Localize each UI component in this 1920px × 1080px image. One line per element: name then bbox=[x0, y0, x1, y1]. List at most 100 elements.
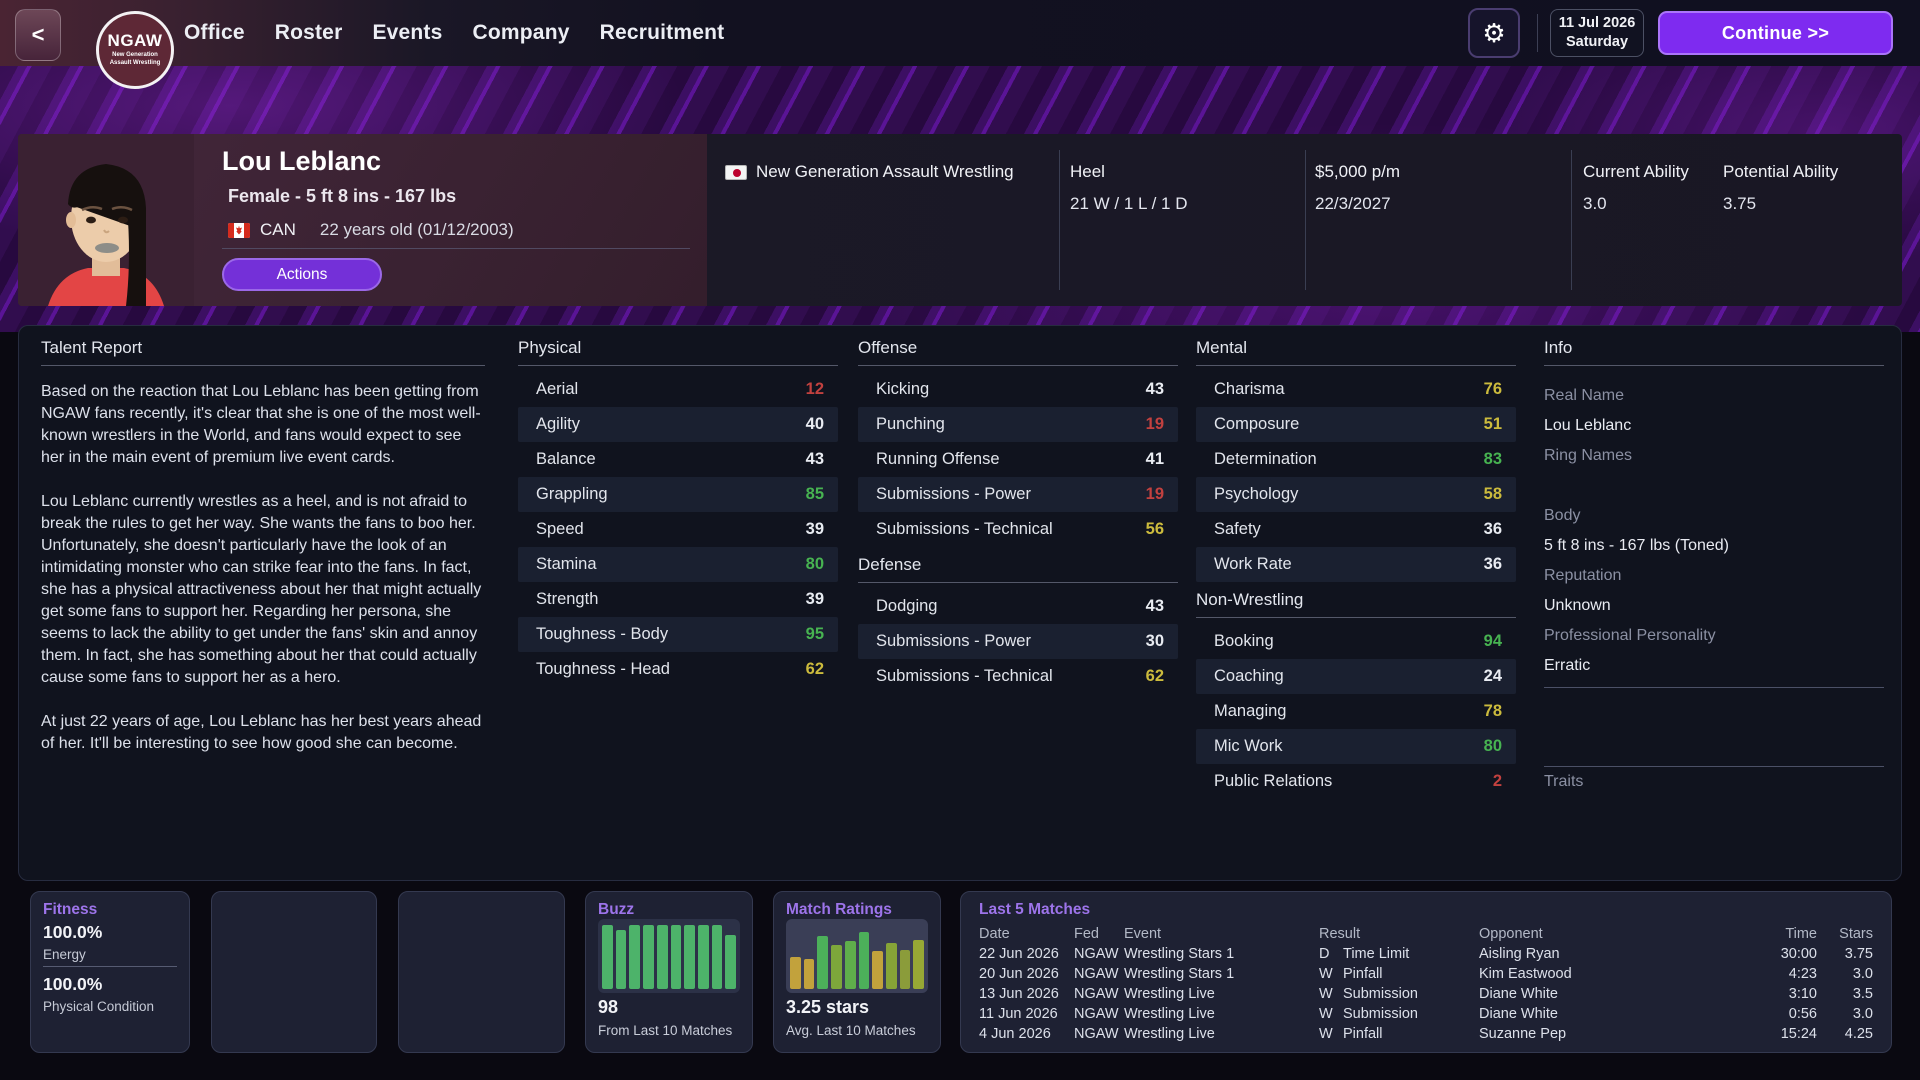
stat-row[interactable]: Charisma 76 bbox=[1196, 372, 1516, 407]
match-event: Wrestling Stars 1 bbox=[1124, 946, 1235, 962]
stat-section-title: Offense bbox=[858, 338, 1178, 366]
stat-row[interactable]: Kicking 43 bbox=[858, 372, 1178, 407]
stat-row[interactable]: Booking 94 bbox=[1196, 624, 1516, 659]
match-event: Wrestling Live bbox=[1124, 986, 1215, 1002]
match-time: 3:10 bbox=[1788, 986, 1817, 1002]
buzz-chart bbox=[598, 919, 740, 993]
stat-value: 76 bbox=[1483, 380, 1502, 398]
match-row[interactable]: 13 Jun 2026 NGAW Wrestling Live W Submission… bbox=[979, 984, 1873, 1004]
last-matches-card: Last 5 Matches Date Fed Event Result Opponen… bbox=[960, 891, 1892, 1053]
stat-row[interactable]: Submissions - Technical 56 bbox=[858, 512, 1178, 547]
match-fed: NGAW bbox=[1074, 1006, 1119, 1022]
stat-row[interactable]: Agility 40 bbox=[518, 407, 838, 442]
stat-row[interactable]: Submissions - Technical 62 bbox=[858, 659, 1178, 694]
match-result-letter: W bbox=[1319, 1026, 1333, 1042]
actions-button[interactable]: Actions bbox=[222, 258, 382, 291]
rating-bar bbox=[872, 951, 883, 989]
settings-button[interactable]: ⚙ bbox=[1468, 8, 1520, 58]
match-row[interactable]: 11 Jun 2026 NGAW Wrestling Live W Submission… bbox=[979, 1004, 1873, 1024]
buzz-bar bbox=[656, 924, 668, 989]
match-row[interactable]: 4 Jun 2026 NGAW Wrestling Live W Pinfall Suza… bbox=[979, 1024, 1873, 1044]
stat-label: Mic Work bbox=[1214, 737, 1283, 755]
stat-row[interactable]: Safety 36 bbox=[1196, 512, 1516, 547]
stats-column-offense-defense: Offense Kicking 43 Punching 19 Running Offens… bbox=[858, 338, 1178, 694]
main-nav: Office Roster Events Company Recruitment bbox=[184, 0, 724, 66]
info-value: Lou Leblanc bbox=[1544, 417, 1632, 434]
talent-report-title: Talent Report bbox=[41, 338, 485, 366]
info-spacer bbox=[1544, 688, 1884, 760]
stat-row[interactable]: Aerial 12 bbox=[518, 372, 838, 407]
info-label: Real Name bbox=[1544, 387, 1625, 404]
stat-label: Work Rate bbox=[1214, 555, 1292, 573]
stat-row[interactable]: Punching 19 bbox=[858, 407, 1178, 442]
stat-section-title: Mental bbox=[1196, 338, 1516, 366]
identity-divider bbox=[222, 248, 690, 249]
stat-value: 40 bbox=[805, 415, 824, 433]
nav-item-company[interactable]: Company bbox=[472, 21, 570, 44]
stat-value: 51 bbox=[1483, 415, 1502, 433]
stat-row[interactable]: Coaching 24 bbox=[1196, 659, 1516, 694]
energy-label: Energy bbox=[43, 947, 86, 962]
stat-label: Strength bbox=[536, 590, 599, 608]
info-label: Ring Names bbox=[1544, 447, 1633, 464]
match-date: 4 Jun 2026 bbox=[979, 1026, 1051, 1042]
stat-row[interactable]: Balance 43 bbox=[518, 442, 838, 477]
stat-label: Aerial bbox=[536, 380, 579, 398]
stat-label: Dodging bbox=[876, 597, 938, 615]
stat-label: Managing bbox=[1214, 702, 1287, 720]
date-box[interactable]: 11 Jul 2026 Saturday bbox=[1550, 9, 1644, 57]
stat-row[interactable]: Submissions - Power 19 bbox=[858, 477, 1178, 512]
stat-value: 80 bbox=[1483, 737, 1502, 755]
stat-row[interactable]: Strength 39 bbox=[518, 582, 838, 617]
rating-bar bbox=[831, 945, 842, 989]
match-result-method: Pinfall bbox=[1343, 1026, 1383, 1042]
stat-row[interactable]: Managing 78 bbox=[1196, 694, 1516, 729]
stat-row[interactable]: Toughness - Body 95 bbox=[518, 617, 838, 652]
stat-value: 94 bbox=[1483, 632, 1502, 650]
match-row[interactable]: 20 Jun 2026 NGAW Wrestling Stars 1 W Pinfall… bbox=[979, 964, 1873, 984]
match-row[interactable]: 22 Jun 2026 NGAW Wrestling Stars 1 D Time Li… bbox=[979, 944, 1873, 964]
stat-row[interactable]: Running Offense 41 bbox=[858, 442, 1178, 477]
stat-row[interactable]: Composure 51 bbox=[1196, 407, 1516, 442]
match-date: 13 Jun 2026 bbox=[979, 986, 1059, 1002]
match-opponent: Diane White bbox=[1479, 986, 1558, 1002]
stat-label: Safety bbox=[1214, 520, 1261, 538]
nav-item-roster[interactable]: Roster bbox=[274, 21, 343, 44]
nav-item-events[interactable]: Events bbox=[372, 21, 443, 44]
nav-item-recruitment[interactable]: Recruitment bbox=[599, 21, 725, 44]
stat-row[interactable]: Determination 83 bbox=[1196, 442, 1516, 477]
stat-value: 80 bbox=[805, 555, 824, 573]
rating-bar bbox=[858, 932, 870, 989]
stat-row[interactable]: Work Rate 36 bbox=[1196, 547, 1516, 582]
stat-value: 30 bbox=[1145, 632, 1164, 650]
stat-row[interactable]: Toughness - Head 62 bbox=[518, 652, 838, 687]
fitness-card: Fitness 100.0% Energy 100.0% Physical Co… bbox=[30, 891, 190, 1053]
match-result: W Pinfall bbox=[1319, 964, 1479, 984]
stat-row[interactable]: Public Relations 2 bbox=[1196, 764, 1516, 799]
talent-report-paragraph: At just 22 years of age, Lou Leblanc has… bbox=[41, 713, 482, 752]
stat-row[interactable]: Speed 39 bbox=[518, 512, 838, 547]
match-fed: NGAW bbox=[1074, 986, 1119, 1002]
stat-value: 43 bbox=[1145, 380, 1164, 398]
stat-row[interactable]: Submissions - Power 30 bbox=[858, 624, 1178, 659]
match-result-method: Submission bbox=[1343, 986, 1418, 1002]
gear-icon: ⚙ bbox=[1482, 17, 1506, 48]
stat-row[interactable]: Mic Work 80 bbox=[1196, 729, 1516, 764]
stat-row[interactable]: Psychology 58 bbox=[1196, 477, 1516, 512]
nav-item-office[interactable]: Office bbox=[184, 21, 245, 44]
stat-label: Psychology bbox=[1214, 485, 1299, 503]
stat-value: 24 bbox=[1483, 667, 1502, 685]
stat-row[interactable]: Grappling 85 bbox=[518, 477, 838, 512]
buzz-bar bbox=[643, 924, 654, 989]
buzz-bar bbox=[711, 924, 723, 989]
info-title: Info bbox=[1544, 338, 1884, 366]
stat-value: 12 bbox=[805, 380, 824, 398]
stat-value: 95 bbox=[805, 625, 824, 643]
stat-row[interactable]: Stamina 80 bbox=[518, 547, 838, 582]
back-button[interactable]: < bbox=[15, 9, 61, 61]
stat-row[interactable]: Dodging 43 bbox=[858, 589, 1178, 624]
stat-value: 39 bbox=[805, 590, 824, 608]
continue-button[interactable]: Continue >> bbox=[1658, 11, 1893, 55]
nationality-code: CAN bbox=[260, 220, 296, 239]
stat-label: Charisma bbox=[1214, 380, 1285, 398]
